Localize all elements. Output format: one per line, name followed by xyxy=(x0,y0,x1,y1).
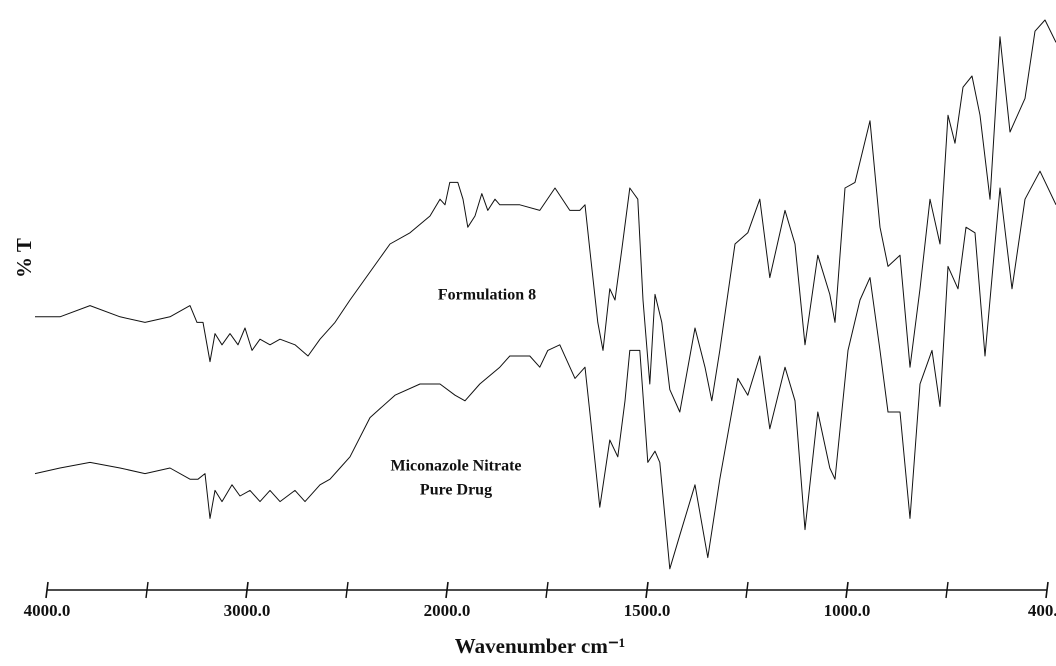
x-tick-label: 3000.0 xyxy=(224,601,271,620)
x-minor-tick xyxy=(145,581,149,599)
spectrum-line xyxy=(34,170,1056,570)
annotation: Miconazole Nitrate xyxy=(390,458,521,475)
x-tick-label: 1500.0 xyxy=(624,601,671,620)
x-tick xyxy=(645,581,649,599)
x-minor-tick xyxy=(345,581,349,599)
annotation: Pure Drug xyxy=(420,482,492,499)
annotation: Formulation 8 xyxy=(438,287,536,304)
y-axis-title: % T xyxy=(12,238,36,278)
spectrum-line xyxy=(35,19,1056,413)
x-tick-label: 4000.0 xyxy=(24,601,71,620)
x-tick xyxy=(845,581,849,599)
x-minor-tick xyxy=(945,581,949,599)
x-minor-tick xyxy=(545,581,549,599)
x-axis-title: Wavenumber cm⁻¹ xyxy=(455,634,625,658)
x-tick-label: 1000.0 xyxy=(824,601,871,620)
x-tick-label: 400.0 xyxy=(1028,601,1056,620)
x-tick xyxy=(1045,581,1049,599)
x-tick xyxy=(445,581,449,599)
x-tick-label: 2000.0 xyxy=(424,601,471,620)
x-tick xyxy=(245,581,249,599)
x-minor-tick xyxy=(745,581,749,599)
x-tick xyxy=(45,581,49,599)
